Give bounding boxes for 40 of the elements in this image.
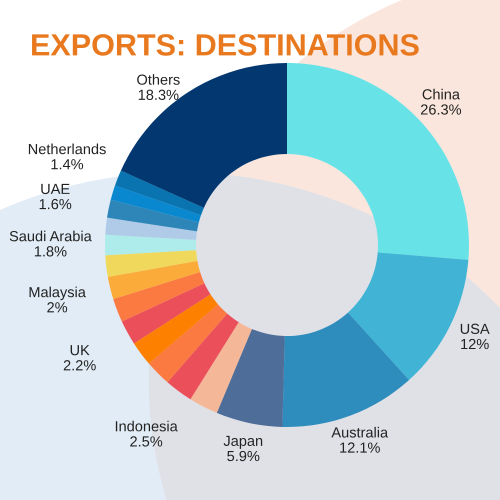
- slice-label: Japan: [224, 436, 262, 449]
- slice-label: UK: [70, 345, 90, 356]
- donut-slice: [122, 283, 210, 344]
- data-label: 2.2%: [64, 360, 96, 370]
- donut-slice: [115, 170, 204, 216]
- donut-slice: [168, 314, 239, 400]
- donut-slice: [120, 63, 287, 208]
- donut-slice: [216, 328, 285, 427]
- donut-slice: [282, 312, 410, 427]
- slice-label: China: [422, 88, 460, 100]
- donut-slice: [105, 250, 198, 277]
- donut-slice: [134, 294, 218, 364]
- slice-label: Australia: [331, 426, 388, 438]
- data-label: 2%: [47, 302, 68, 312]
- slice-label: Others: [137, 74, 180, 85]
- donut-slice: [190, 322, 252, 413]
- donut-slice: [148, 304, 228, 382]
- slice-label: USA: [460, 324, 490, 334]
- donut-slice: [107, 200, 199, 232]
- donut-slice: [108, 260, 200, 300]
- data-label: 1.4%: [52, 159, 84, 170]
- data-label: 1.8%: [34, 246, 66, 257]
- slice-label: Malaysia: [30, 286, 86, 300]
- data-label: 18.3%: [138, 90, 179, 100]
- slice-label: Saudi Arabia: [10, 230, 92, 242]
- donut-slice: [110, 186, 201, 222]
- data-label: 12.1%: [340, 442, 380, 453]
- data-label: 5.9%: [227, 450, 260, 462]
- data-label: 2.5%: [130, 436, 162, 447]
- donut-slice: [113, 272, 204, 322]
- slice-label: UAE: [41, 184, 70, 194]
- donut-slice: [287, 63, 469, 260]
- data-label: 26.3%: [420, 104, 462, 115]
- slice-label: Indonesia: [116, 420, 178, 432]
- donut-slice: [105, 218, 198, 240]
- data-label: 12%: [461, 338, 489, 350]
- chart-title: EXPORTS: DESTINATIONS: [32, 34, 419, 56]
- donut-slice: [105, 234, 196, 256]
- data-label: 1.6%: [40, 198, 72, 210]
- slice-label: Netherlands: [28, 144, 106, 154]
